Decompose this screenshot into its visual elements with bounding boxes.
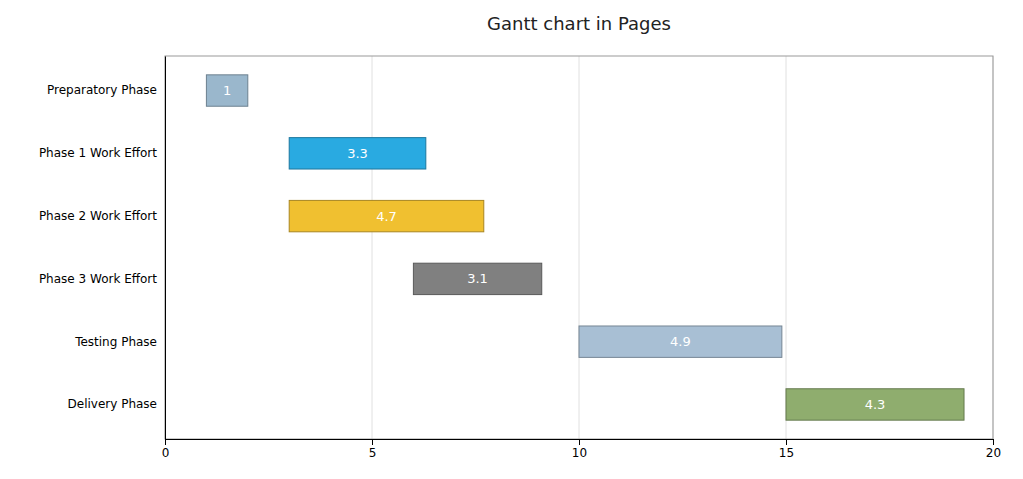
y-tick: Phase 1 Work Effort (39, 146, 165, 160)
y-tick: Phase 3 Work Effort (39, 272, 165, 286)
y-tick: Testing Phase (74, 335, 165, 349)
x-tick: 0 (162, 439, 170, 460)
tick-label: 10 (572, 446, 587, 460)
tick-mark (372, 439, 373, 445)
grid-line (372, 56, 373, 439)
bars (206, 75, 964, 420)
y-tick: Phase 2 Work Effort (39, 209, 165, 223)
plot-frame (165, 56, 993, 439)
plot: 0 5 10 15 20 Preparatory Phase Phase 1 Work Ef… (39, 56, 1001, 460)
y-axis: Preparatory Phase Phase 1 Work Effort Phas… (39, 57, 166, 440)
x-axis: 0 5 10 15 20 (162, 439, 1001, 460)
x-tick: 15 (779, 439, 794, 460)
y-tick: Preparatory Phase (47, 83, 165, 97)
tick-label: 5 (369, 446, 377, 460)
tick-mark (993, 439, 994, 445)
data-label: 1 (223, 83, 231, 98)
grid-line (579, 56, 580, 439)
tick-label: Phase 3 Work Effort (39, 272, 157, 286)
x-tick: 20 (986, 439, 1001, 460)
x-tick: 10 (572, 439, 587, 460)
bar (413, 263, 541, 294)
bar (579, 326, 782, 357)
tick-label: Delivery Phase (68, 397, 157, 411)
axis-line (165, 57, 166, 440)
data-label: 3.3 (347, 146, 368, 161)
tick-label: 20 (986, 446, 1001, 460)
grid (165, 56, 993, 439)
tick-label: 15 (779, 446, 794, 460)
tick-label: Testing Phase (74, 335, 157, 349)
tick-label: Preparatory Phase (47, 83, 157, 97)
tick-mark (786, 439, 787, 445)
data-label: 4.7 (376, 209, 397, 224)
tick-label: Phase 1 Work Effort (39, 146, 157, 160)
axis-line (166, 440, 994, 446)
tick-mark (165, 439, 166, 445)
data-labels: 1 3.3 4.7 3.1 4.9 4.3 (223, 83, 885, 412)
bar (206, 75, 247, 106)
tick-label: Phase 2 Work Effort (39, 209, 157, 223)
chart: Gantt chart in Pages 0 5 10 15 20 Preparatory … (0, 0, 1023, 479)
tick-mark (579, 439, 580, 445)
data-label: 4.9 (670, 334, 691, 349)
y-tick: Delivery Phase (68, 397, 165, 411)
title: Gantt chart in Pages (487, 13, 671, 34)
bar (289, 138, 426, 169)
x-tick: 5 (369, 439, 377, 460)
tick-label: 0 (162, 446, 170, 460)
bar (786, 389, 964, 420)
grid-line (786, 56, 787, 439)
data-label: 3.1 (467, 271, 488, 286)
bar (289, 200, 484, 231)
data-label: 4.3 (865, 397, 886, 412)
